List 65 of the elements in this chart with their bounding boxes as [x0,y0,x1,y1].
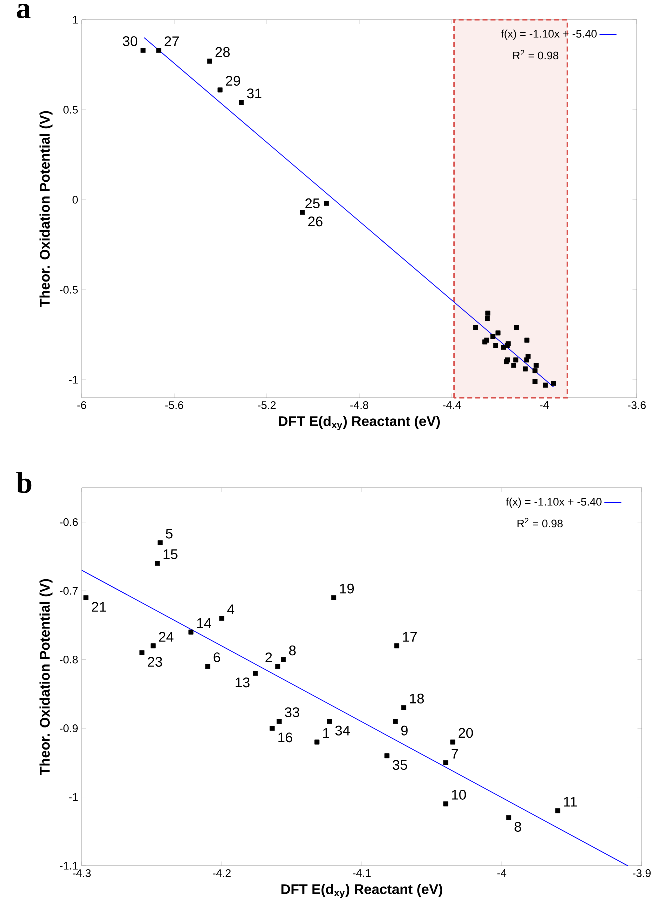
y-tick-label: 1 [73,16,78,24]
annotation: 8 [514,822,522,832]
annotation: 28 [216,47,230,58]
x-tick-label: -4.3 [73,870,91,878]
annotation: 31 [247,88,262,99]
annotation: 5 [166,529,173,539]
x-axis-title: DFT E(d$_{xy}$) Reactant (eV) [279,416,440,430]
annotation: 1 [323,728,330,738]
annotation: 29 [226,76,240,86]
y-tick-label: -0.7 [60,587,78,595]
annotation: R$^{2}$ = 0.98 [518,518,563,528]
annotation: 23 [148,657,162,668]
annotation: 27 [164,36,180,46]
annotation: 20 [458,728,474,738]
chart-title: b [16,472,32,494]
y-tick-label: -0.5 [60,286,78,294]
annotation: 33 [285,708,300,718]
annotation: 6 [214,652,220,662]
y-tick-label: -1 [69,376,78,384]
y-tick-label: -1 [69,794,78,802]
x-tick-label: -4.8 [350,402,368,410]
x-tick-label: -5.6 [166,402,184,410]
y-tick-label: -0.6 [60,518,78,526]
y-tick-label: 0.5 [64,106,78,114]
annotation: 17 [403,632,418,642]
annotation: 30 [123,36,138,46]
annotation: 8 [289,646,296,656]
annotation: 25 [306,198,320,209]
annotation: 13 [236,678,250,688]
annotation: 15 [164,550,178,560]
x-tick-label: -6 [78,402,86,410]
legend-label: f(x) = -1.10x + -5.40 [506,498,602,508]
x-tick-label: -3.9 [633,870,651,878]
x-tick-label: -5.2 [258,402,276,410]
annotation: 19 [340,584,354,594]
annotation: 14 [197,618,212,628]
x-tick-label: -4.1 [353,870,371,878]
y-axis-title: Theor. Oxidation Potential (V) [40,111,53,308]
x-axis-title: DFT E(d$_{xy}$) Reactant (eV) [282,884,443,898]
annotation: 11 [564,797,577,807]
annotation: R$^{2}$ = 0.98 [514,50,559,60]
y-tick-label: 0 [72,196,78,204]
annotation: 10 [452,790,466,800]
annotation: 9 [401,726,408,736]
y-tick-label: -0.9 [60,724,78,732]
annotation: 18 [410,694,424,704]
annotation: 16 [278,732,292,743]
y-tick-label: -0.8 [60,656,78,664]
annotation: 7 [452,749,458,759]
legend-label: f(x) = -1.10x + -5.40 [501,30,597,40]
annotation: 34 [336,726,350,736]
annotation: 26 [308,216,323,227]
y-tick-label: -1.1 [60,862,78,870]
chart-title: a [17,4,31,19]
annotation: 4 [228,604,235,614]
annotation: 2 [266,652,272,662]
x-tick-label: -4 [498,870,507,878]
x-tick-label: -3.6 [628,402,646,410]
x-tick-label: -4.4 [443,402,462,410]
annotation: 21 [92,602,106,612]
annotation: 35 [392,760,408,770]
annotation: 24 [159,632,174,642]
y-axis-title: Theor. Oxidation Potential (V) [40,579,53,776]
x-tick-label: -4 [540,402,550,410]
x-tick-label: -4.2 [213,870,231,878]
